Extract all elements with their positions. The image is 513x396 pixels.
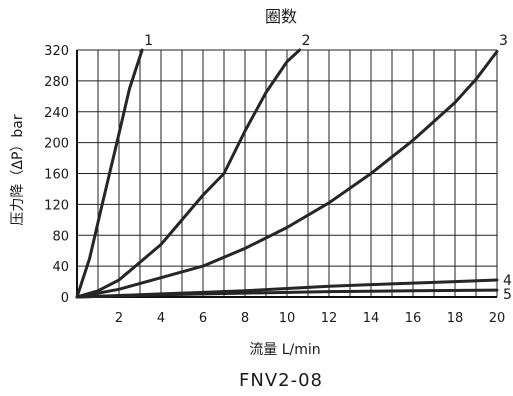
x-tick-label: 20 — [489, 311, 506, 326]
series-lines — [75, 48, 499, 299]
series-line-2 — [75, 48, 302, 299]
y-tick-label: 280 — [44, 75, 69, 90]
series-line-3 — [75, 50, 499, 299]
x-tick-label: 12 — [321, 311, 338, 326]
y-tick-label: 40 — [52, 260, 69, 275]
x-tick-label: 16 — [405, 311, 422, 326]
series-line-5 — [75, 288, 499, 299]
y-tick-label: 0 — [61, 291, 69, 306]
x-axis-label: 流量 L/min — [249, 342, 320, 358]
x-tick-label: 4 — [157, 311, 165, 326]
axes — [76, 50, 497, 298]
series-label-1: 1 — [144, 33, 153, 49]
chart-caption: FNV2-08 — [239, 370, 323, 391]
series-label-5: 5 — [503, 287, 512, 303]
x-tick-label: 18 — [447, 311, 464, 326]
tick-labels: 0 40 80 120 160 200 240 280 320 2 4 6 8 10 12 14 16 18 20 — [44, 44, 505, 326]
series-labels: 1 2 3 45 — [144, 33, 512, 303]
grid — [77, 49, 498, 297]
series-label-3: 3 — [499, 33, 508, 49]
series-label-4: 4 — [503, 273, 512, 289]
x-tick-label: 14 — [363, 311, 380, 326]
series-line-1 — [75, 48, 144, 299]
x-tick-label: 2 — [115, 311, 123, 326]
y-axis-label: 压力降（ΔP）bar — [10, 114, 26, 225]
x-tick-label: 6 — [199, 311, 207, 326]
x-tick-label: 8 — [241, 311, 249, 326]
y-tick-label: 120 — [44, 198, 69, 213]
y-tick-label: 320 — [44, 44, 69, 59]
y-tick-label: 240 — [44, 106, 69, 121]
y-tick-label: 80 — [52, 229, 69, 244]
y-tick-label: 200 — [44, 137, 69, 152]
x-tick-label: 10 — [279, 311, 296, 326]
chart-title: 圈数 — [265, 7, 297, 26]
y-tick-label: 160 — [44, 168, 69, 183]
series-label-2: 2 — [302, 33, 311, 49]
